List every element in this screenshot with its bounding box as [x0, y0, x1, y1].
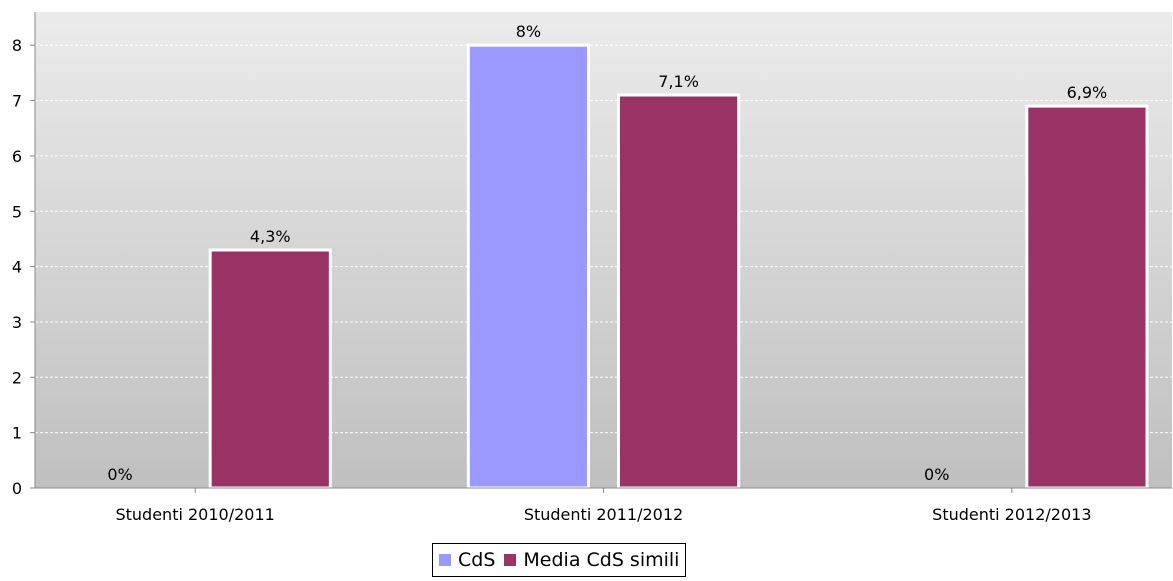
bar-data-label: 0%: [924, 465, 949, 484]
y-tick-label: 6: [12, 147, 22, 166]
y-tick-label: 2: [12, 368, 22, 387]
data-labels: 0% 4,3% 8% 7,1% 0% 6,9%: [107, 22, 1107, 484]
bar: [1025, 104, 1149, 490]
x-tick-label: Studenti 2011/2012: [524, 505, 683, 524]
legend-item: CdS: [439, 549, 495, 571]
y-tick-label: 8: [12, 36, 22, 55]
axes: 0 1 2 3 4 5 6 7 8 Studenti 2010/2011 Studenti 2011…: [12, 12, 1172, 524]
legend-label: Media CdS simili: [523, 549, 680, 571]
legend-item: Media CdS simili: [504, 549, 679, 571]
plot-background: [35, 12, 1172, 488]
y-tick-label: 0: [12, 479, 22, 498]
y-tick-label: 3: [12, 313, 22, 332]
bar: [466, 43, 591, 490]
bar-chart: 0% 4,3% 8% 7,1% 0% 6,9% 0 1 2 3 4 5 6 7 8 Studenti 201…: [12, 12, 1172, 524]
bar-data-label: 6,9%: [1067, 83, 1108, 102]
legend-swatch: [504, 554, 517, 566]
y-tick-label: 5: [12, 202, 22, 221]
legend-label: CdS: [458, 549, 496, 571]
legend-swatch: [439, 554, 451, 566]
y-tick-label: 4: [12, 258, 22, 277]
y-tick-label: 1: [12, 424, 22, 443]
bar-data-label: 7,1%: [658, 72, 699, 91]
bar: [617, 93, 741, 490]
x-tick-label: Studenti 2010/2011: [115, 505, 274, 524]
x-tick-label: Studenti 2012/2013: [932, 505, 1091, 524]
bar: [208, 248, 332, 490]
gridlines: [35, 44, 1172, 434]
y-tick-label: 7: [12, 92, 22, 111]
bar-data-label: 0%: [107, 465, 132, 484]
legend: CdS Media CdS simili: [432, 543, 687, 577]
bar-data-label: 8%: [516, 22, 541, 41]
bar-data-label: 4,3%: [250, 227, 291, 246]
